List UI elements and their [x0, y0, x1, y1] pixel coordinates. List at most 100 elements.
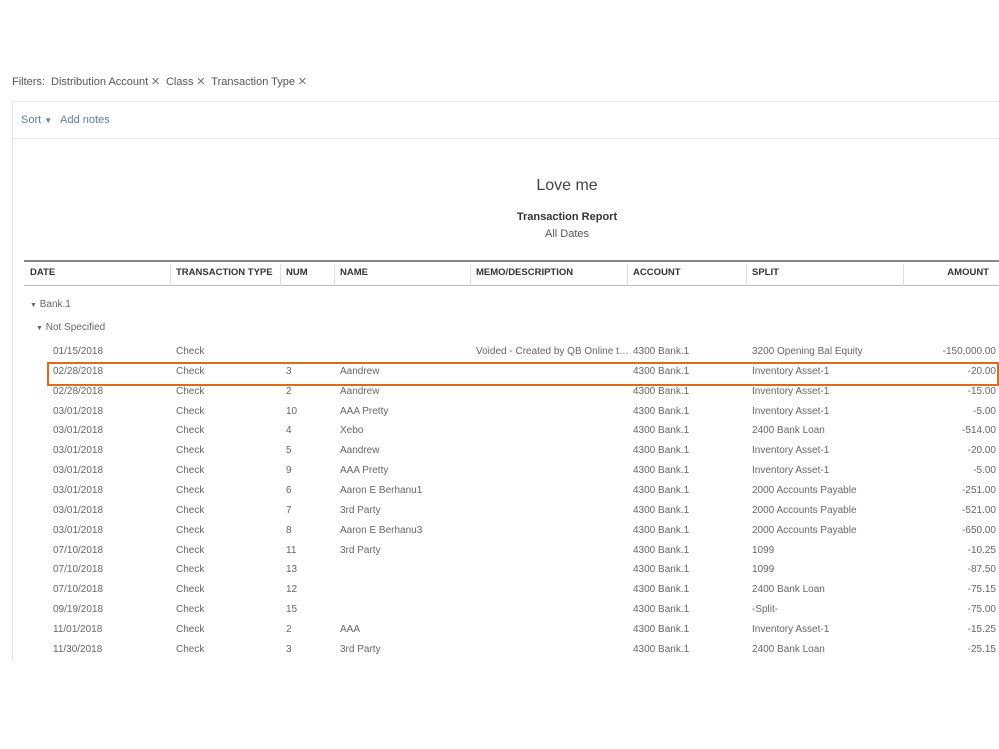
cell-num: 3	[286, 365, 292, 377]
company-name: Love me	[536, 177, 598, 194]
column-divider[interactable]	[627, 264, 628, 286]
col-date[interactable]: DATE	[30, 267, 56, 278]
cell-amount: -5.00	[973, 405, 996, 417]
cell-split: 2000 Accounts Payable	[752, 484, 857, 496]
column-divider[interactable]	[280, 264, 281, 286]
add-notes-link[interactable]: Add notes	[60, 114, 110, 126]
cell-amount: -20.00	[967, 365, 996, 377]
cell-date: 01/15/2018	[53, 346, 104, 357]
cell-date: 03/01/2018	[53, 425, 104, 437]
table-row[interactable]: 11/30/2018 Check 3 3rd Party 4300 Bank.1 2400…	[0, 644, 999, 664]
cell-account: 4300 Bank.1	[633, 504, 690, 516]
filter-chip-transaction-type: Transaction Type ×	[211, 73, 307, 90]
cell-account: 4300 Bank.1	[633, 544, 690, 556]
cell-type: Check	[176, 405, 205, 417]
table-row[interactable]: 09/19/2018 Check 15 4300 Bank.1 -Split- -75.0…	[0, 604, 999, 624]
cell-memo: Voided - Created by QB Online t…	[476, 346, 629, 357]
col-amount[interactable]: AMOUNT	[947, 267, 989, 278]
cell-account: 4300 Bank.1	[633, 445, 690, 457]
column-divider[interactable]	[334, 264, 335, 286]
cell-account: 4300 Bank.1	[633, 604, 690, 616]
cell-type: Check	[176, 623, 205, 635]
cell-account: 4300 Bank.1	[633, 405, 690, 417]
cell-account: 4300 Bank.1	[633, 385, 690, 397]
cell-date: 11/01/2018	[53, 623, 103, 635]
cell-split: 1099	[752, 564, 775, 576]
table-row[interactable]: 07/10/2018 Check 13 4300 Bank.1 1099 -87.50	[0, 564, 999, 584]
table-row[interactable]: 03/01/2018 Check 8 Aaron E Berhanu3 4300 Ban…	[0, 525, 999, 545]
cell-amount: -15.25	[967, 623, 996, 635]
table-row[interactable]: 03/01/2018 Check 6 Aaron E Berhanu1 4300 Ban…	[0, 485, 999, 505]
col-split[interactable]: SPLIT	[752, 267, 779, 278]
cell-num: 13	[286, 564, 298, 576]
table-row[interactable]: 03/01/2018 Check 7 3rd Party 4300 Bank.1 2000…	[0, 505, 999, 525]
table-row[interactable]: 03/01/2018 Check 5 Aandrew 4300 Bank.1 Invent…	[0, 445, 999, 465]
cell-account: 4300 Bank.1	[633, 365, 690, 377]
cell-num: 7	[286, 504, 292, 516]
column-divider[interactable]	[746, 264, 747, 286]
table-row[interactable]: 11/01/2018 Check 2 AAA 4300 Bank.1 Inventory …	[0, 624, 999, 644]
col-memo[interactable]: MEMO/DESCRIPTION	[476, 267, 574, 278]
cell-name: Aandrew	[340, 365, 380, 377]
cell-type: Check	[176, 445, 205, 457]
table-row[interactable]: 03/01/2018 Check 9 AAA Pretty 4300 Bank.1 Inv…	[0, 465, 999, 485]
cell-num: 9	[286, 465, 292, 477]
cell-date: 09/19/2018	[53, 604, 104, 616]
table-row[interactable]: 02/28/2018 Check 3 Aandrew 4300 Bank.1 Invent…	[0, 366, 999, 386]
cell-account: 4300 Bank.1	[633, 643, 690, 655]
cell-num: 8	[286, 524, 292, 536]
report-period: All Dates	[544, 228, 590, 240]
close-icon[interactable]: ×	[298, 73, 307, 90]
cell-split: Inventory Asset-1	[752, 623, 830, 635]
column-divider[interactable]	[903, 264, 904, 286]
close-icon[interactable]: ×	[151, 73, 160, 90]
table-row[interactable]: 03/01/2018 Check 10 AAA Pretty 4300 Bank.1 In…	[0, 406, 999, 426]
cell-split: Inventory Asset-1	[752, 365, 830, 377]
cell-split: Inventory Asset-1	[752, 445, 830, 457]
col-num[interactable]: NUM	[286, 267, 308, 278]
cell-name: Aandrew	[340, 385, 380, 397]
table-row[interactable]: 01/15/2018 Check Voided - Created by QB On…	[0, 346, 999, 366]
group-bank-1[interactable]: ▼ Bank.1	[30, 299, 71, 310]
cell-type: Check	[176, 346, 205, 357]
cell-type: Check	[176, 385, 205, 397]
cell-type: Check	[176, 643, 205, 655]
sort-button[interactable]: Sort ▼	[21, 114, 53, 126]
col-account[interactable]: ACCOUNT	[633, 267, 681, 278]
cell-split: 2000 Accounts Payable	[752, 504, 857, 516]
cell-num: 5	[286, 445, 292, 457]
cell-amount: -650.00	[962, 524, 996, 536]
cell-amount: -251.00	[962, 484, 996, 496]
group-not-specified[interactable]: ▼ Not Specified	[36, 322, 106, 333]
cell-account: 4300 Bank.1	[633, 484, 690, 496]
table-row[interactable]: 07/10/2018 Check 11 3rd Party 4300 Bank.1 109…	[0, 545, 999, 565]
cell-type: Check	[176, 465, 205, 477]
table-row[interactable]: 07/10/2018 Check 12 4300 Bank.1 2400 Bank Lo…	[0, 584, 999, 604]
cell-type: Check	[176, 544, 205, 556]
table-row[interactable]: 02/28/2018 Check 2 Aandrew 4300 Bank.1 Invent…	[0, 386, 999, 406]
close-icon[interactable]: ×	[196, 73, 206, 90]
col-name[interactable]: NAME	[340, 267, 368, 278]
cell-name: 3rd Party	[340, 504, 381, 516]
caret-down-icon: ▼	[44, 116, 53, 125]
cell-date: 11/30/2018	[53, 643, 103, 655]
cell-split: Inventory Asset-1	[752, 405, 830, 417]
filters-bar: Filters: Distribution Account × Class × Tr…	[12, 74, 307, 89]
cell-name: Aandrew	[340, 445, 380, 457]
column-divider[interactable]	[170, 264, 171, 286]
cell-name: 3rd Party	[340, 643, 381, 655]
cell-date: 02/28/2018	[53, 365, 104, 377]
cell-num: 4	[286, 425, 292, 437]
cell-account: 4300 Bank.1	[633, 623, 690, 635]
cell-split: Inventory Asset-1	[752, 385, 830, 397]
cell-date: 03/01/2018	[53, 504, 104, 516]
cell-num: 2	[286, 623, 292, 635]
cell-date: 03/01/2018	[53, 405, 104, 417]
cell-amount: -20.00	[967, 445, 996, 457]
column-divider[interactable]	[470, 264, 471, 286]
table-row[interactable]: 03/01/2018 Check 4 Xebo 4300 Bank.1 2400 Bank…	[0, 425, 999, 445]
cell-date: 07/10/2018	[53, 584, 104, 596]
col-transaction-type[interactable]: TRANSACTION TYPE	[176, 267, 273, 278]
cell-split: 2000 Accounts Payable	[752, 524, 857, 536]
cell-type: Check	[176, 584, 205, 596]
